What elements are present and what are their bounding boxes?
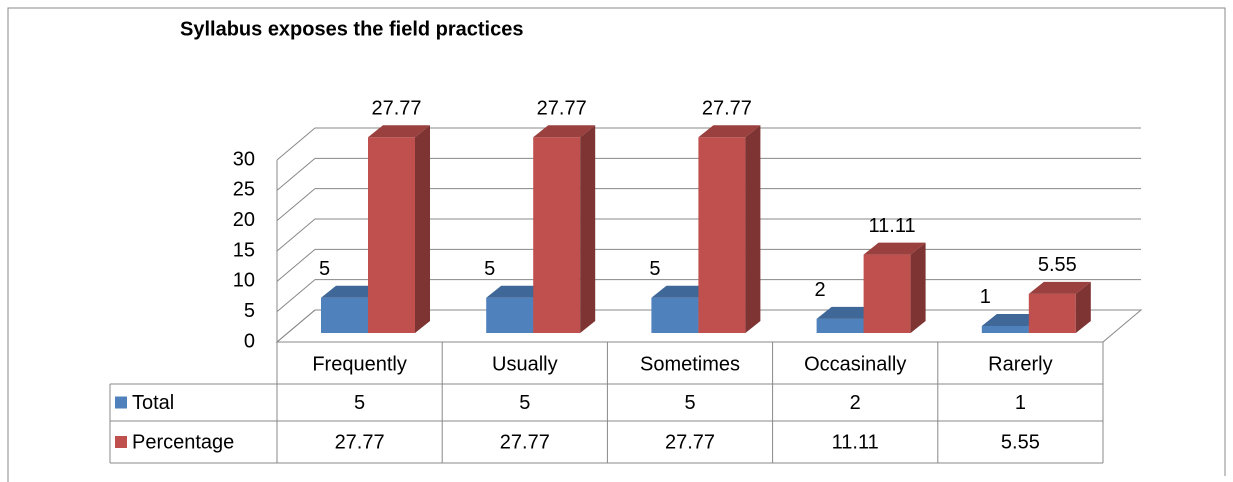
bar-face xyxy=(321,297,368,333)
table-cell: 27.77 xyxy=(500,431,550,453)
bar-face xyxy=(981,325,1029,333)
data-label: 5 xyxy=(484,258,495,280)
grid-line xyxy=(276,218,1141,252)
bar xyxy=(368,125,430,333)
data-label: 5.55 xyxy=(1038,254,1077,276)
bar xyxy=(533,125,596,333)
bar-face xyxy=(1028,281,1091,294)
x-tick-label: Rarerly xyxy=(988,353,1052,375)
legend-swatch xyxy=(115,436,127,448)
bar xyxy=(816,306,879,333)
table-cell: 11.11 xyxy=(832,431,879,453)
x-tick-label: Usually xyxy=(492,353,558,375)
bar-face xyxy=(533,137,581,333)
table-cell: 5 xyxy=(519,392,530,414)
y-tick-label: 5 xyxy=(244,300,255,322)
bar-face xyxy=(745,125,761,333)
table-cell: 27.77 xyxy=(665,431,715,453)
data-label: 27.77 xyxy=(702,98,752,120)
table-cell: 27.77 xyxy=(335,431,385,453)
bar-face xyxy=(816,318,864,333)
bar-face xyxy=(698,137,746,333)
bar-face xyxy=(486,285,549,298)
bar xyxy=(698,125,761,333)
data-label: 5 xyxy=(649,258,660,280)
data-label: 1 xyxy=(980,286,991,308)
bar-face xyxy=(910,242,926,333)
legend-label: Total xyxy=(132,392,174,414)
grid-line xyxy=(276,248,1141,282)
bar xyxy=(863,242,926,333)
data-label: 2 xyxy=(815,279,826,301)
y-tick-label: 30 xyxy=(233,148,255,170)
grid-line xyxy=(276,127,1141,161)
y-tick-label: 25 xyxy=(233,179,255,201)
bar-face xyxy=(863,242,926,255)
table-cell: 2 xyxy=(850,392,861,414)
bar-face xyxy=(580,125,596,333)
bar-face xyxy=(415,125,430,333)
bar-face xyxy=(1075,281,1091,333)
bar-face xyxy=(321,285,383,298)
y-tick-label: 20 xyxy=(233,209,255,231)
chart-title: Syllabus exposes the field practices xyxy=(180,18,523,40)
grid-line xyxy=(276,188,1141,222)
bar-face xyxy=(816,306,879,319)
bar-face xyxy=(368,137,415,333)
chart-border xyxy=(7,7,1226,482)
x-tick-label: Frequently xyxy=(312,353,407,375)
bar-face xyxy=(863,254,911,333)
data-label: 5 xyxy=(319,258,330,280)
data-label: 27.77 xyxy=(537,98,587,120)
y-tick-label: 10 xyxy=(233,270,255,292)
x-tick-label: Sometimes xyxy=(640,353,740,375)
data-label: 11.11 xyxy=(869,215,916,237)
bar-face xyxy=(533,125,596,138)
bar-face xyxy=(981,313,1044,326)
data-label: 27.77 xyxy=(371,98,421,120)
bar-face xyxy=(1028,293,1076,333)
table-cell: 5 xyxy=(684,392,695,414)
y-tick-label: 0 xyxy=(244,330,255,352)
legend-swatch xyxy=(115,396,127,409)
table-cell: 5 xyxy=(354,392,365,414)
bar-face xyxy=(486,297,534,333)
table-cell: 1 xyxy=(1015,392,1026,414)
grid-line xyxy=(276,157,1141,191)
x-tick-label: Occasinally xyxy=(804,353,906,375)
bar-face xyxy=(651,297,699,333)
bar xyxy=(1028,281,1091,333)
bar-face xyxy=(651,285,714,298)
table-cell: 5.55 xyxy=(1001,431,1040,453)
bar-face xyxy=(368,125,430,138)
bar-face xyxy=(698,125,761,138)
legend-label: Percentage xyxy=(132,431,234,453)
y-tick-label: 15 xyxy=(233,239,255,261)
